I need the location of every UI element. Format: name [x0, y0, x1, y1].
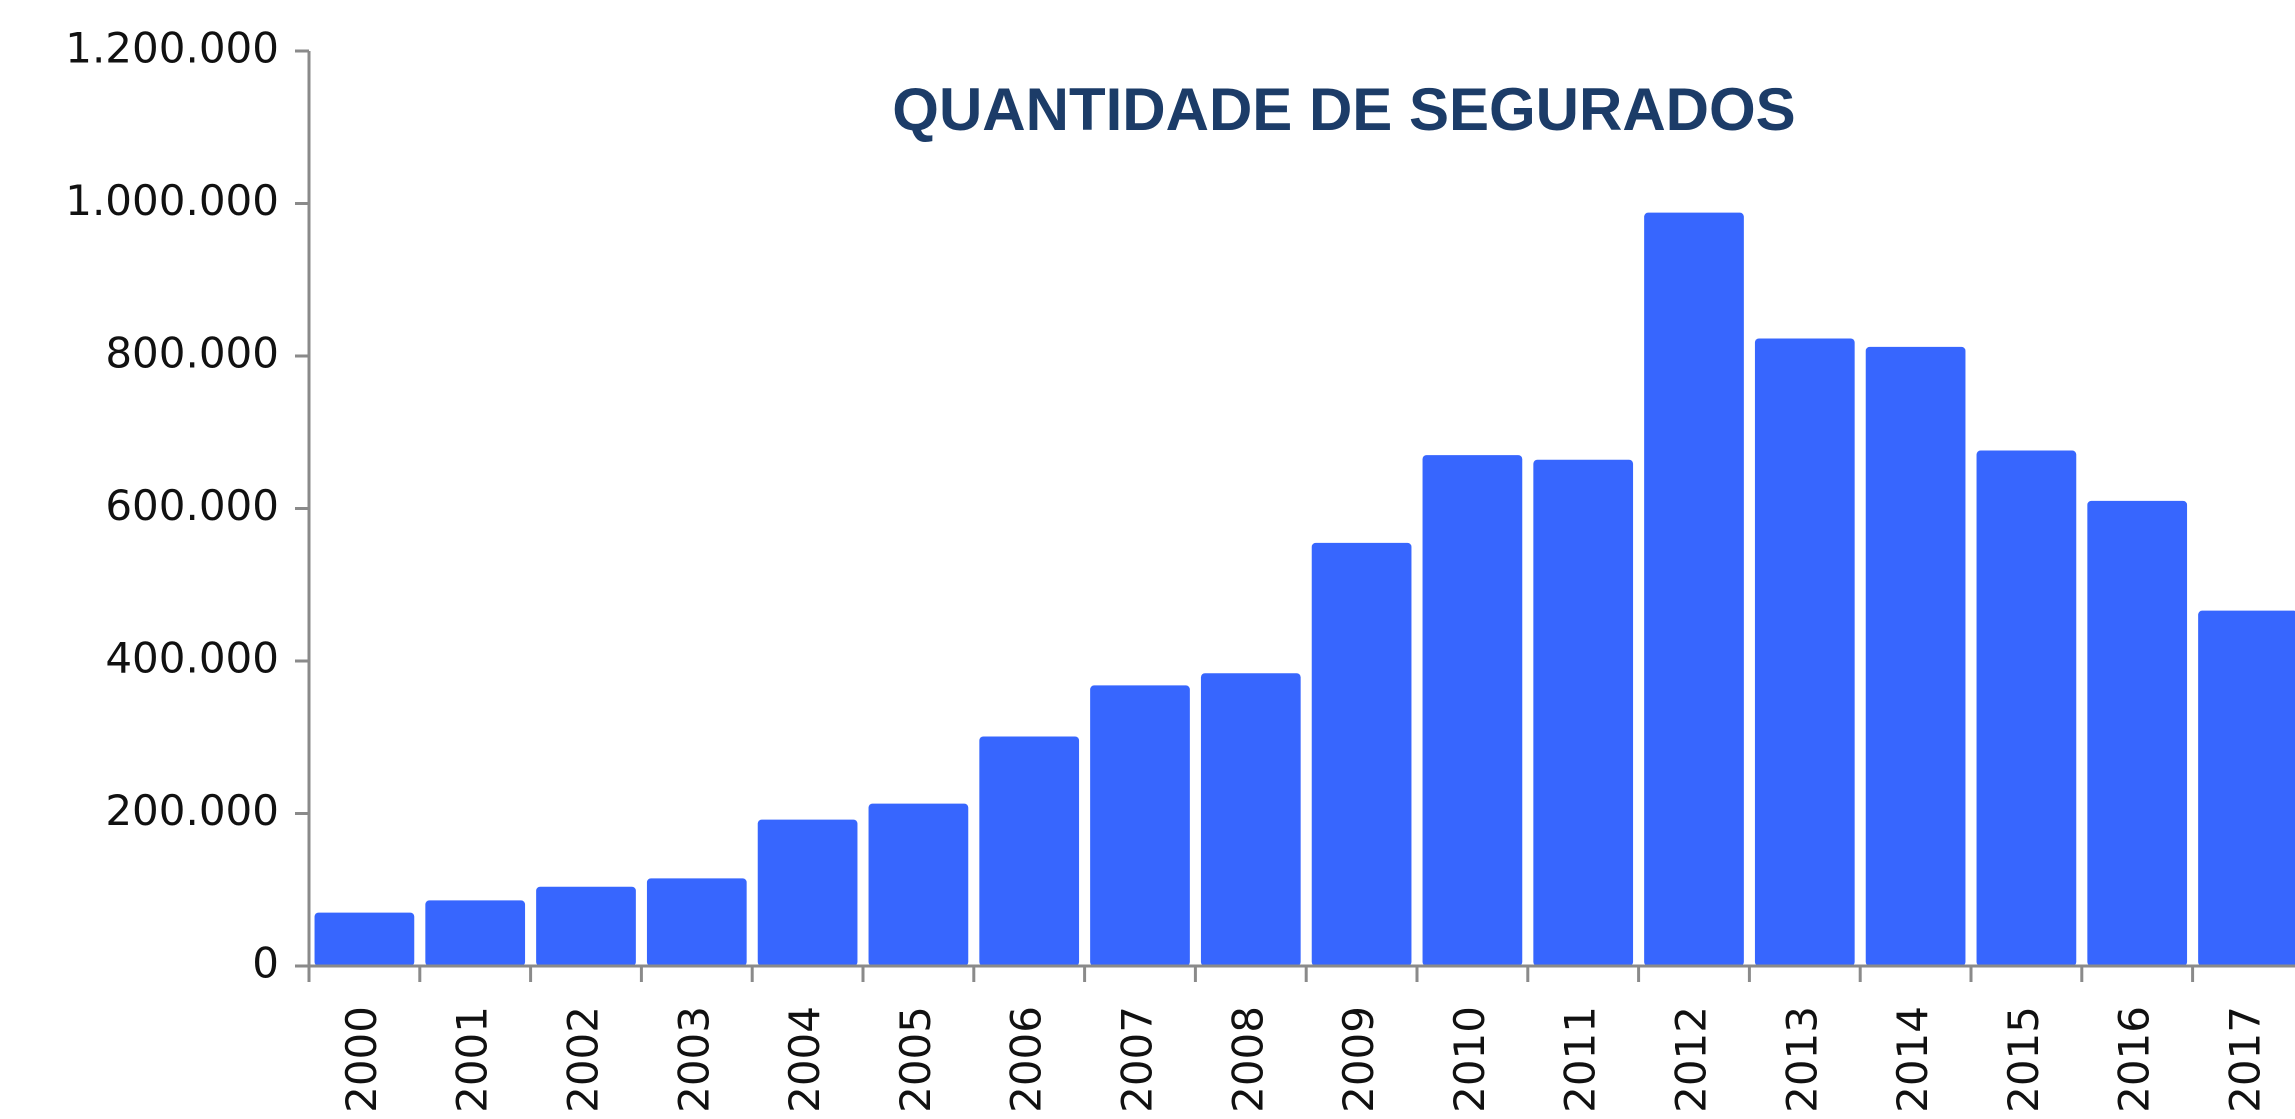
x-tick-label: 2007	[1113, 1006, 1162, 1113]
bar	[1422, 455, 1523, 966]
x-tick-label: 2003	[669, 1006, 718, 1113]
bar	[1311, 542, 1412, 966]
x-tick-label: 2017	[2221, 1006, 2270, 1113]
bar	[2198, 610, 2295, 966]
x-tick-label: 2013	[1777, 1006, 1826, 1113]
y-tick-label: 1.000.000	[65, 176, 279, 225]
chart-title: QUANTIDADE DE SEGURADOS	[892, 76, 1795, 143]
x-tick-label: 2004	[780, 1006, 829, 1113]
x-tick-label: 2009	[1334, 1006, 1383, 1113]
bar	[425, 900, 526, 966]
bar	[979, 736, 1080, 966]
y-tick-label: 600.000	[105, 481, 279, 530]
bar	[646, 878, 747, 966]
bar	[314, 912, 415, 966]
x-tick-label: 2008	[1223, 1006, 1272, 1113]
bar	[757, 819, 858, 966]
x-tick-label: 2010	[1445, 1006, 1494, 1113]
x-tick-label: 2002	[559, 1006, 608, 1113]
bar	[1200, 673, 1301, 966]
x-tick-label: 2011	[1556, 1006, 1605, 1113]
x-tick-label: 2005	[891, 1006, 940, 1113]
y-tick-label: 200.000	[105, 786, 279, 835]
bar	[536, 886, 636, 966]
bar	[2087, 500, 2188, 966]
bar	[1976, 450, 2077, 966]
y-tick-label: 0	[252, 939, 279, 988]
bar	[1865, 346, 1966, 967]
x-tick-label: 2001	[448, 1006, 497, 1113]
bar	[868, 803, 969, 966]
bar	[1644, 212, 1744, 966]
bar	[1090, 685, 1190, 966]
y-tick-label: 800.000	[105, 329, 279, 378]
bar	[1533, 459, 1634, 966]
y-tick-label: 1.200.000	[65, 24, 279, 73]
x-tick-label: 2006	[1002, 1006, 1051, 1113]
x-tick-label: 2014	[1888, 1006, 1937, 1113]
x-tick-label: 2000	[337, 1006, 386, 1113]
bar	[1754, 338, 1855, 966]
x-tick-label: 2016	[2110, 1006, 2159, 1113]
x-tick-label: 2012	[1667, 1006, 1716, 1113]
y-tick-label: 400.000	[105, 634, 279, 683]
x-tick-label: 2015	[1999, 1006, 2048, 1113]
